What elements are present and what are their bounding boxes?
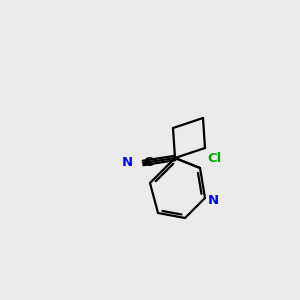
Text: N: N bbox=[122, 157, 133, 169]
Text: C: C bbox=[143, 157, 153, 169]
Text: N: N bbox=[207, 194, 219, 206]
Text: Cl: Cl bbox=[207, 152, 221, 164]
